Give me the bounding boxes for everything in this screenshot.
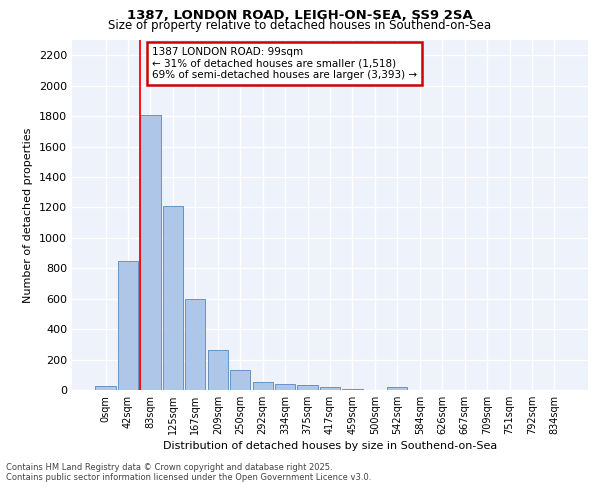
Bar	[118, 260, 138, 390]
Bar	[185, 298, 205, 390]
Bar	[208, 350, 228, 390]
Bar	[343, 389, 362, 390]
Bar	[298, 386, 317, 390]
Text: 1387, LONDON ROAD, LEIGH-ON-SEA, SS9 2SA: 1387, LONDON ROAD, LEIGH-ON-SEA, SS9 2SA	[127, 9, 473, 22]
Text: Contains public sector information licensed under the Open Government Licence v3: Contains public sector information licen…	[6, 472, 371, 482]
Bar	[230, 370, 250, 390]
Bar	[163, 206, 183, 390]
Bar	[140, 114, 161, 390]
Bar	[253, 382, 273, 390]
Text: 1387 LONDON ROAD: 99sqm
← 31% of detached houses are smaller (1,518)
69% of semi: 1387 LONDON ROAD: 99sqm ← 31% of detache…	[152, 47, 417, 80]
Bar	[95, 386, 116, 390]
Bar	[275, 384, 295, 390]
Bar	[387, 387, 407, 390]
Y-axis label: Number of detached properties: Number of detached properties	[23, 128, 34, 302]
Bar	[320, 387, 340, 390]
Text: Size of property relative to detached houses in Southend-on-Sea: Size of property relative to detached ho…	[109, 19, 491, 32]
X-axis label: Distribution of detached houses by size in Southend-on-Sea: Distribution of detached houses by size …	[163, 441, 497, 451]
Text: Contains HM Land Registry data © Crown copyright and database right 2025.: Contains HM Land Registry data © Crown c…	[6, 462, 332, 471]
